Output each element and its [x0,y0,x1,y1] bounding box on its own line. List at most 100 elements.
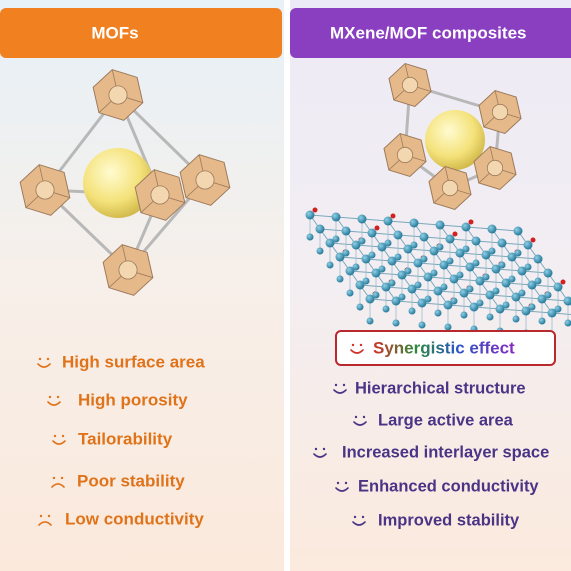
atom [404,267,412,275]
atom [316,247,324,255]
atom [440,283,448,291]
atom [544,291,552,299]
icon-eye [353,515,357,519]
icon-mouth [38,521,52,526]
icon-mouth [333,389,347,394]
atom [366,317,374,325]
atom [315,224,325,234]
atom [424,295,432,303]
icon-mouth [37,363,51,368]
atom [461,222,471,232]
atom-o [390,213,396,219]
atom [495,304,505,314]
atom [513,226,523,236]
atom [418,321,426,329]
icon-eye [359,343,363,347]
icon-mouth [51,483,65,488]
atom [469,302,479,312]
atom [346,289,354,297]
atom [372,291,380,299]
atom [498,261,506,269]
atom [331,212,341,222]
atom [414,281,422,289]
atom [352,263,360,271]
icon-eye [336,481,340,485]
icon-eye [38,357,42,361]
atom [502,301,510,309]
atom [443,300,453,310]
atom [429,246,439,256]
atom [450,297,458,305]
left-item: Poor stability [77,471,185,490]
icon-mouth [52,440,66,445]
atom [383,216,393,226]
atom [553,282,563,292]
atom [362,277,370,285]
atom [507,252,517,262]
atom [501,278,511,288]
left-header [0,8,282,58]
atom [403,244,413,254]
left-item: High surface area [62,352,205,371]
right-item: Large active area [378,411,514,429]
icon-mouth [313,453,327,458]
cluster-core [441,179,459,197]
atom [365,294,375,304]
atom [523,240,533,250]
atom [528,303,536,311]
icon-eye [39,514,43,518]
atom [393,230,403,240]
atom [335,252,345,262]
atom [517,266,527,276]
atom [459,288,469,298]
icon-eye [56,395,60,399]
pore-sphere [83,148,153,218]
icon-eye [342,383,346,387]
cluster-core [486,159,504,177]
atom [471,236,481,246]
atom [397,270,407,280]
atom [485,290,495,300]
atom [554,305,562,313]
atom-o [312,207,318,213]
atom [417,298,427,308]
atom [394,253,402,261]
atom [367,228,377,238]
atom [514,249,522,257]
right-header [290,8,571,58]
atom [472,259,480,267]
icon-eye [362,415,366,419]
atom [435,220,445,230]
atom [332,235,340,243]
cluster-core [108,85,128,105]
atom [342,249,350,257]
atom [466,285,474,293]
atom [488,247,496,255]
icon-eye [52,476,56,480]
atom [368,251,376,259]
atom [434,309,442,317]
atom [446,257,454,265]
atom [384,239,392,247]
atom [543,268,553,278]
atom [491,264,501,274]
atom [409,218,419,228]
atom [486,313,494,321]
atom [336,275,344,283]
atom [482,273,490,281]
atom [512,315,520,323]
left-item: Tailorability [78,429,173,448]
atom [326,261,334,269]
atom [392,319,400,327]
right-item: Enhanced conductivity [358,477,539,495]
atom [420,255,428,263]
icon-eye [48,395,52,399]
atom [497,238,507,248]
atom [305,210,315,220]
atom [398,293,406,301]
atom [325,238,335,248]
composite-illustration [305,62,571,339]
cluster-core [401,76,419,94]
atom [445,234,455,244]
atom [521,306,531,316]
